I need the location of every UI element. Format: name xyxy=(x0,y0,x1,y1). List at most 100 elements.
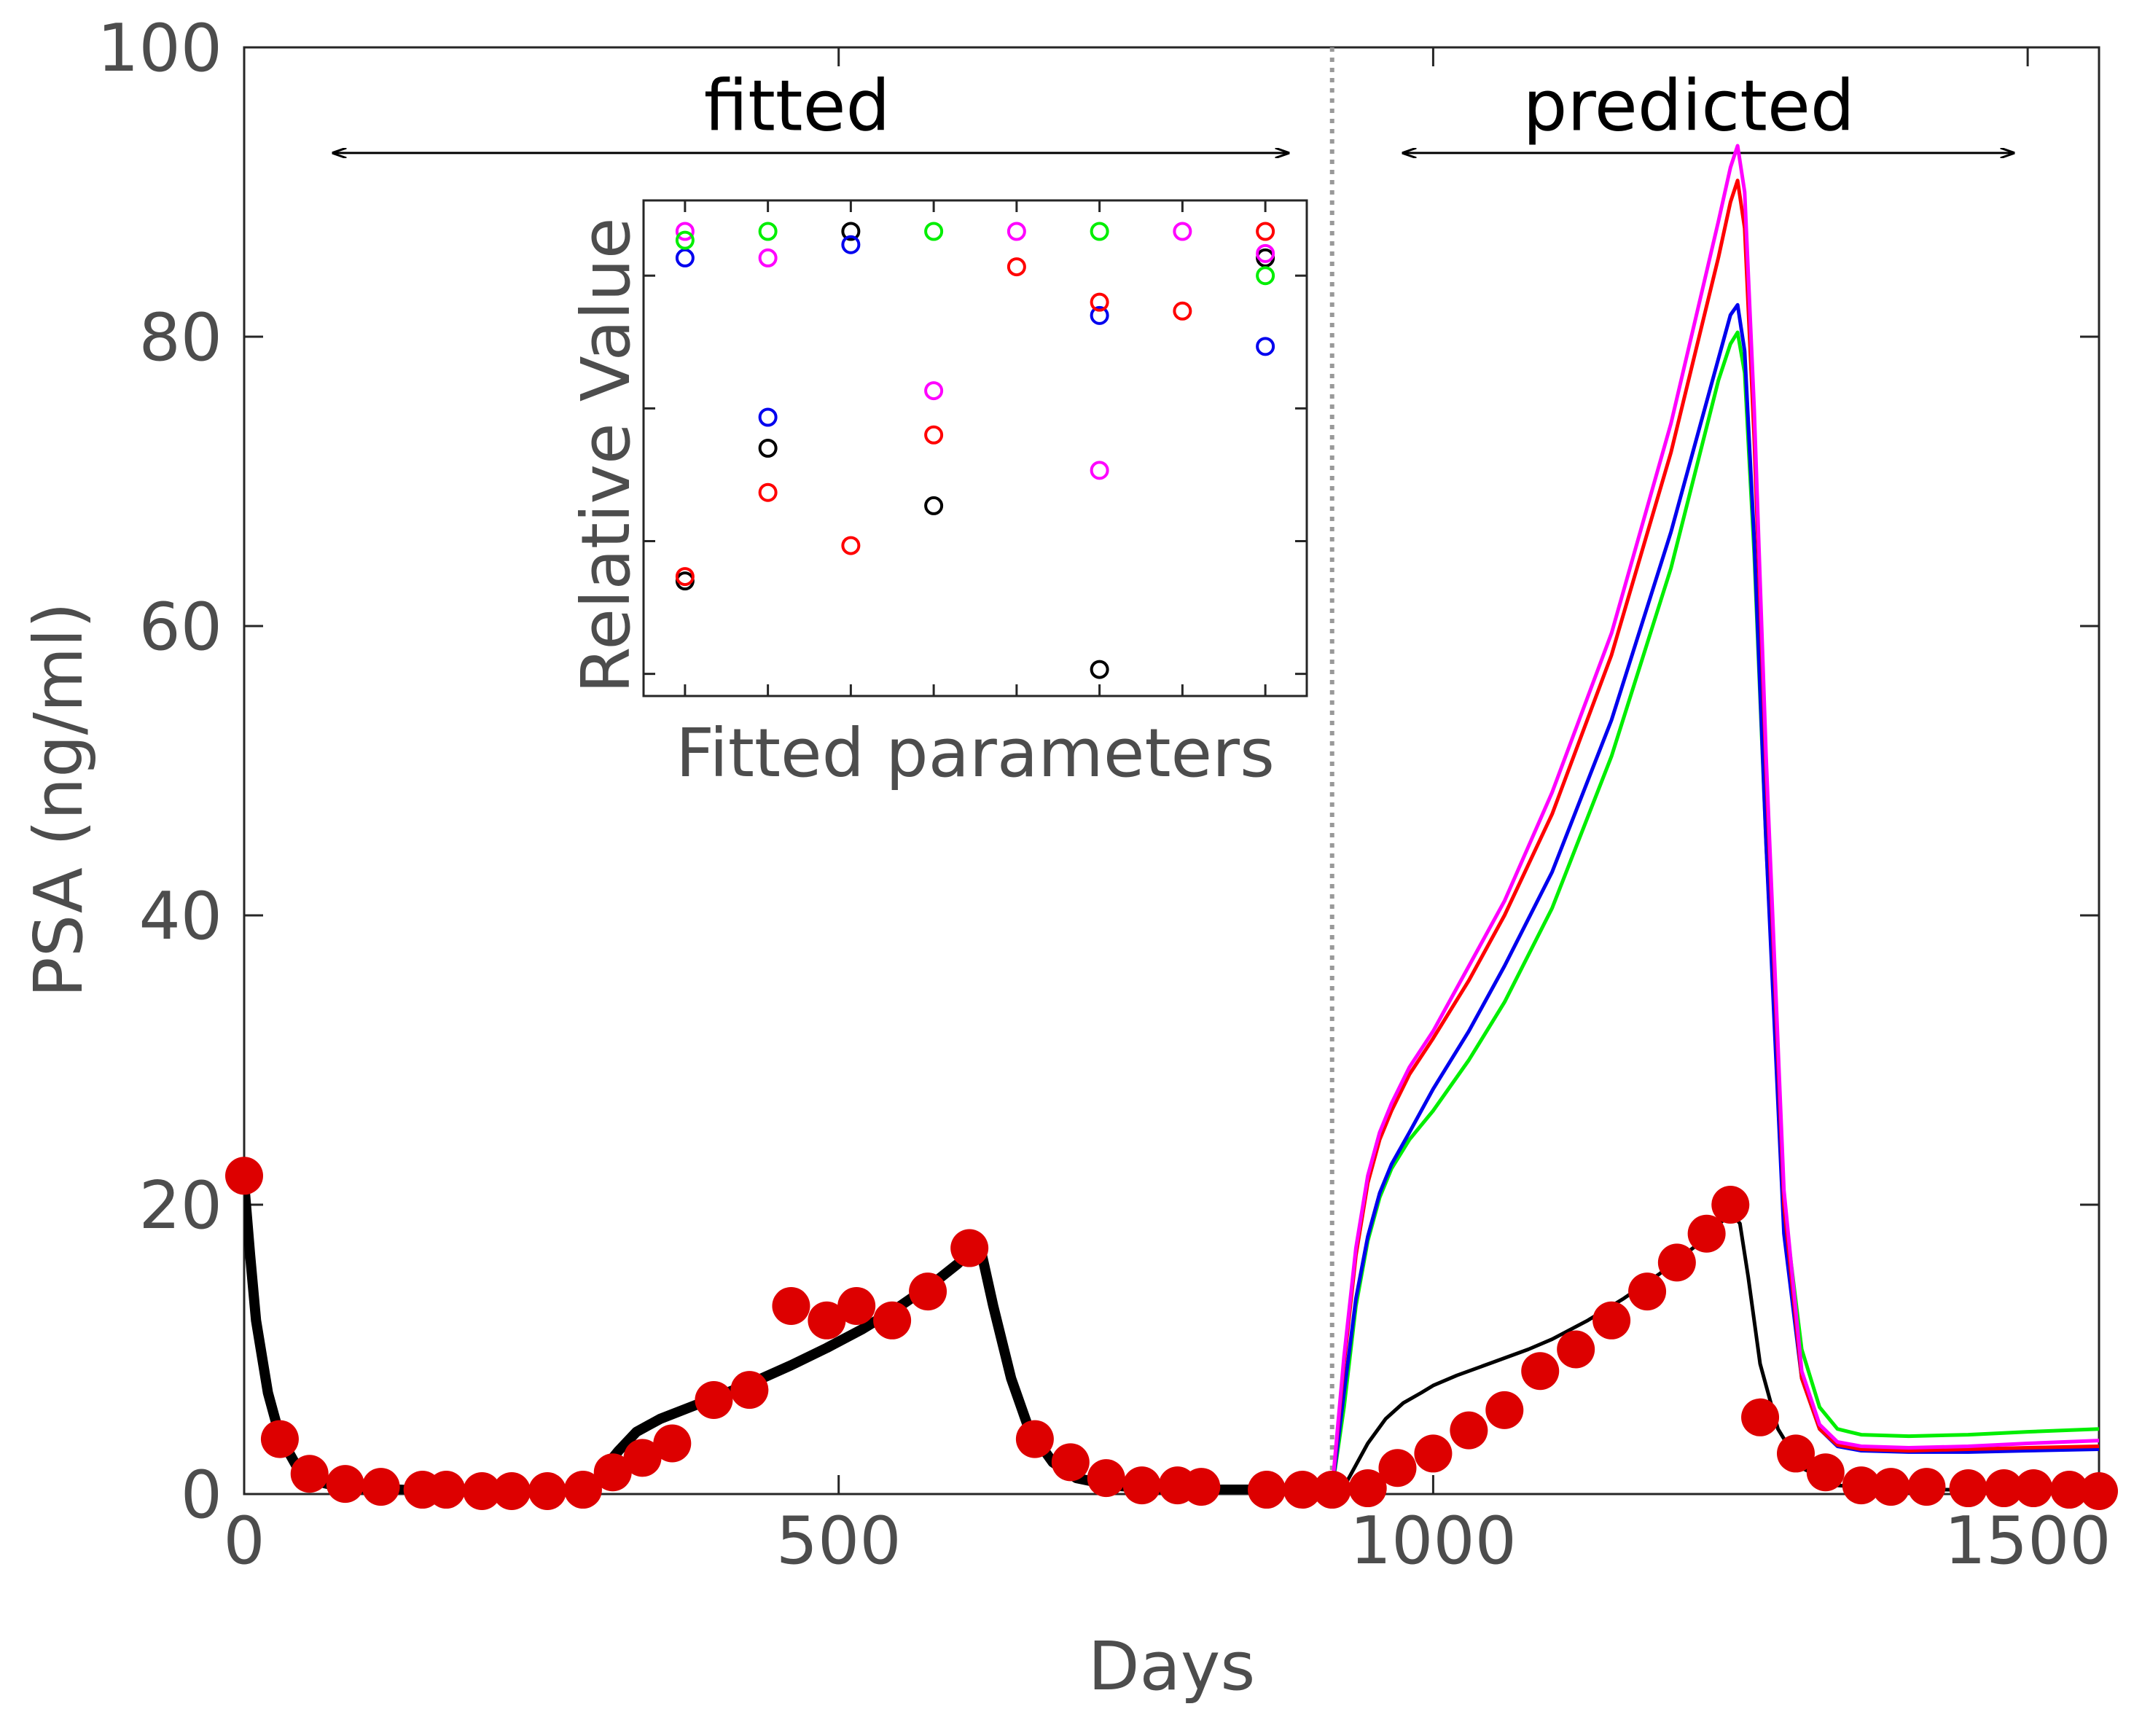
psa-data-point xyxy=(1711,1186,1750,1224)
y-axis-label: PSA (ng/ml) xyxy=(20,602,98,997)
psa-data-point xyxy=(1348,1469,1387,1508)
psa-data-point xyxy=(1741,1398,1780,1436)
psa-data-point xyxy=(950,1229,989,1267)
psa-data-point xyxy=(772,1286,810,1325)
parameter-point xyxy=(1256,337,1275,356)
psa-data-point xyxy=(1657,1243,1696,1282)
psa-data-point xyxy=(909,1272,947,1311)
psa-data-point xyxy=(1949,1469,1988,1508)
psa-data-point xyxy=(563,1471,602,1509)
parameter-point xyxy=(758,439,778,458)
x-axis-label: Days xyxy=(1088,1627,1256,1705)
psa-data-point xyxy=(290,1455,329,1493)
model-curve-0 xyxy=(244,1178,1337,1494)
psa-data-point xyxy=(808,1301,846,1340)
psa-data-point xyxy=(1907,1468,1946,1506)
psa-data-point xyxy=(427,1471,466,1509)
parameter-point xyxy=(1256,266,1275,286)
y-tick-label: 100 xyxy=(97,10,222,87)
x-tick-label: 500 xyxy=(776,1503,902,1579)
psa-data-point xyxy=(1485,1391,1524,1429)
psa-data-point xyxy=(225,1157,263,1195)
psa-data-point xyxy=(1687,1214,1726,1253)
parameter-point xyxy=(1090,461,1109,480)
psa-data-point xyxy=(1806,1453,1845,1492)
psa-data-point xyxy=(463,1472,501,1511)
psa-data-point xyxy=(1985,1469,2023,1508)
psa-data-point xyxy=(1521,1352,1560,1391)
y-tick-label: 0 xyxy=(181,1457,222,1533)
parameter-point xyxy=(758,407,778,427)
parameter-point xyxy=(924,381,944,401)
y-tick-label: 40 xyxy=(138,878,222,955)
psa-data-point xyxy=(1872,1468,1910,1506)
psa-data-point xyxy=(2080,1472,2118,1511)
psa-data-point xyxy=(1414,1434,1453,1473)
psa-data-point xyxy=(1776,1434,1815,1473)
psa-data-point xyxy=(730,1371,769,1409)
psa-data-point xyxy=(1313,1471,1351,1509)
inset-x-axis-label: Fitted parameters xyxy=(676,714,1275,792)
parameter-point xyxy=(1173,222,1192,241)
psa-data-point xyxy=(1248,1471,1286,1509)
psa-data-point xyxy=(1378,1449,1417,1487)
parameter-point xyxy=(924,496,944,515)
psa-data-point xyxy=(1283,1471,1321,1509)
parameter-point xyxy=(1256,243,1275,263)
psa-data-point xyxy=(326,1465,364,1504)
psa-data-point xyxy=(528,1472,567,1511)
parameter-point xyxy=(1256,222,1275,241)
model-curve-2 xyxy=(1330,330,2099,1492)
psa-data-point xyxy=(1592,1301,1631,1340)
parameter-point xyxy=(841,536,861,555)
psa-data-point xyxy=(695,1380,733,1419)
x-tick-label: 0 xyxy=(223,1503,265,1579)
y-tick-label: 20 xyxy=(138,1168,222,1244)
model-curve-3 xyxy=(1330,302,2099,1492)
measured-psa xyxy=(225,1157,2118,1511)
parameter-point xyxy=(924,425,944,445)
model-curve-5 xyxy=(1330,144,2099,1492)
parameter-point xyxy=(758,222,778,241)
parameter-point xyxy=(841,235,861,254)
psa-data-point xyxy=(1051,1443,1090,1482)
psa-data-point xyxy=(1015,1420,1054,1458)
psa-data-point xyxy=(2050,1471,2089,1509)
inset-plot: Fitted parameters Relative Value xyxy=(567,199,1308,792)
parameter-point xyxy=(841,222,861,241)
psa-data-point xyxy=(1087,1459,1125,1498)
psa-data-point xyxy=(260,1420,299,1458)
parameter-point xyxy=(1173,301,1192,321)
psa-data-point xyxy=(653,1424,692,1463)
y-tick-label: 60 xyxy=(138,589,222,665)
psa-data-point xyxy=(2014,1469,2053,1508)
annotation-label: fitted xyxy=(704,65,891,146)
x-tick-label: 1000 xyxy=(1350,1503,1517,1579)
parameter-point xyxy=(1090,292,1109,312)
x-tick-label: 1500 xyxy=(1945,1503,2111,1579)
psa-data-point xyxy=(1450,1411,1488,1450)
psa-data-point xyxy=(493,1472,531,1511)
psa-data-point xyxy=(623,1439,662,1477)
parameter-point xyxy=(675,567,695,587)
psa-data-point xyxy=(361,1468,400,1506)
parameter-point xyxy=(1007,222,1026,241)
psa-data-point xyxy=(837,1286,876,1325)
psa-data-point xyxy=(873,1301,912,1340)
parameter-point xyxy=(924,222,944,241)
parameter-point xyxy=(1090,305,1109,325)
main-plot: 0 500 1000 1500 0 20 40 60 80 100 Days PSA (ng/ml) f… xyxy=(20,10,2118,1705)
parameter-point xyxy=(1090,660,1109,679)
psa-data-point xyxy=(1122,1466,1161,1505)
annotation-label: predicted xyxy=(1523,65,1854,146)
parameter-point xyxy=(675,248,695,267)
model-curve-4 xyxy=(1330,179,2099,1492)
psa-data-point xyxy=(1182,1468,1221,1506)
parameter-point xyxy=(675,230,695,250)
psa-data-point xyxy=(1628,1272,1667,1311)
inset-axes-box xyxy=(642,199,1308,697)
parameter-point xyxy=(758,482,778,502)
y-tick-label: 80 xyxy=(138,300,222,376)
parameter-point xyxy=(1090,222,1109,241)
